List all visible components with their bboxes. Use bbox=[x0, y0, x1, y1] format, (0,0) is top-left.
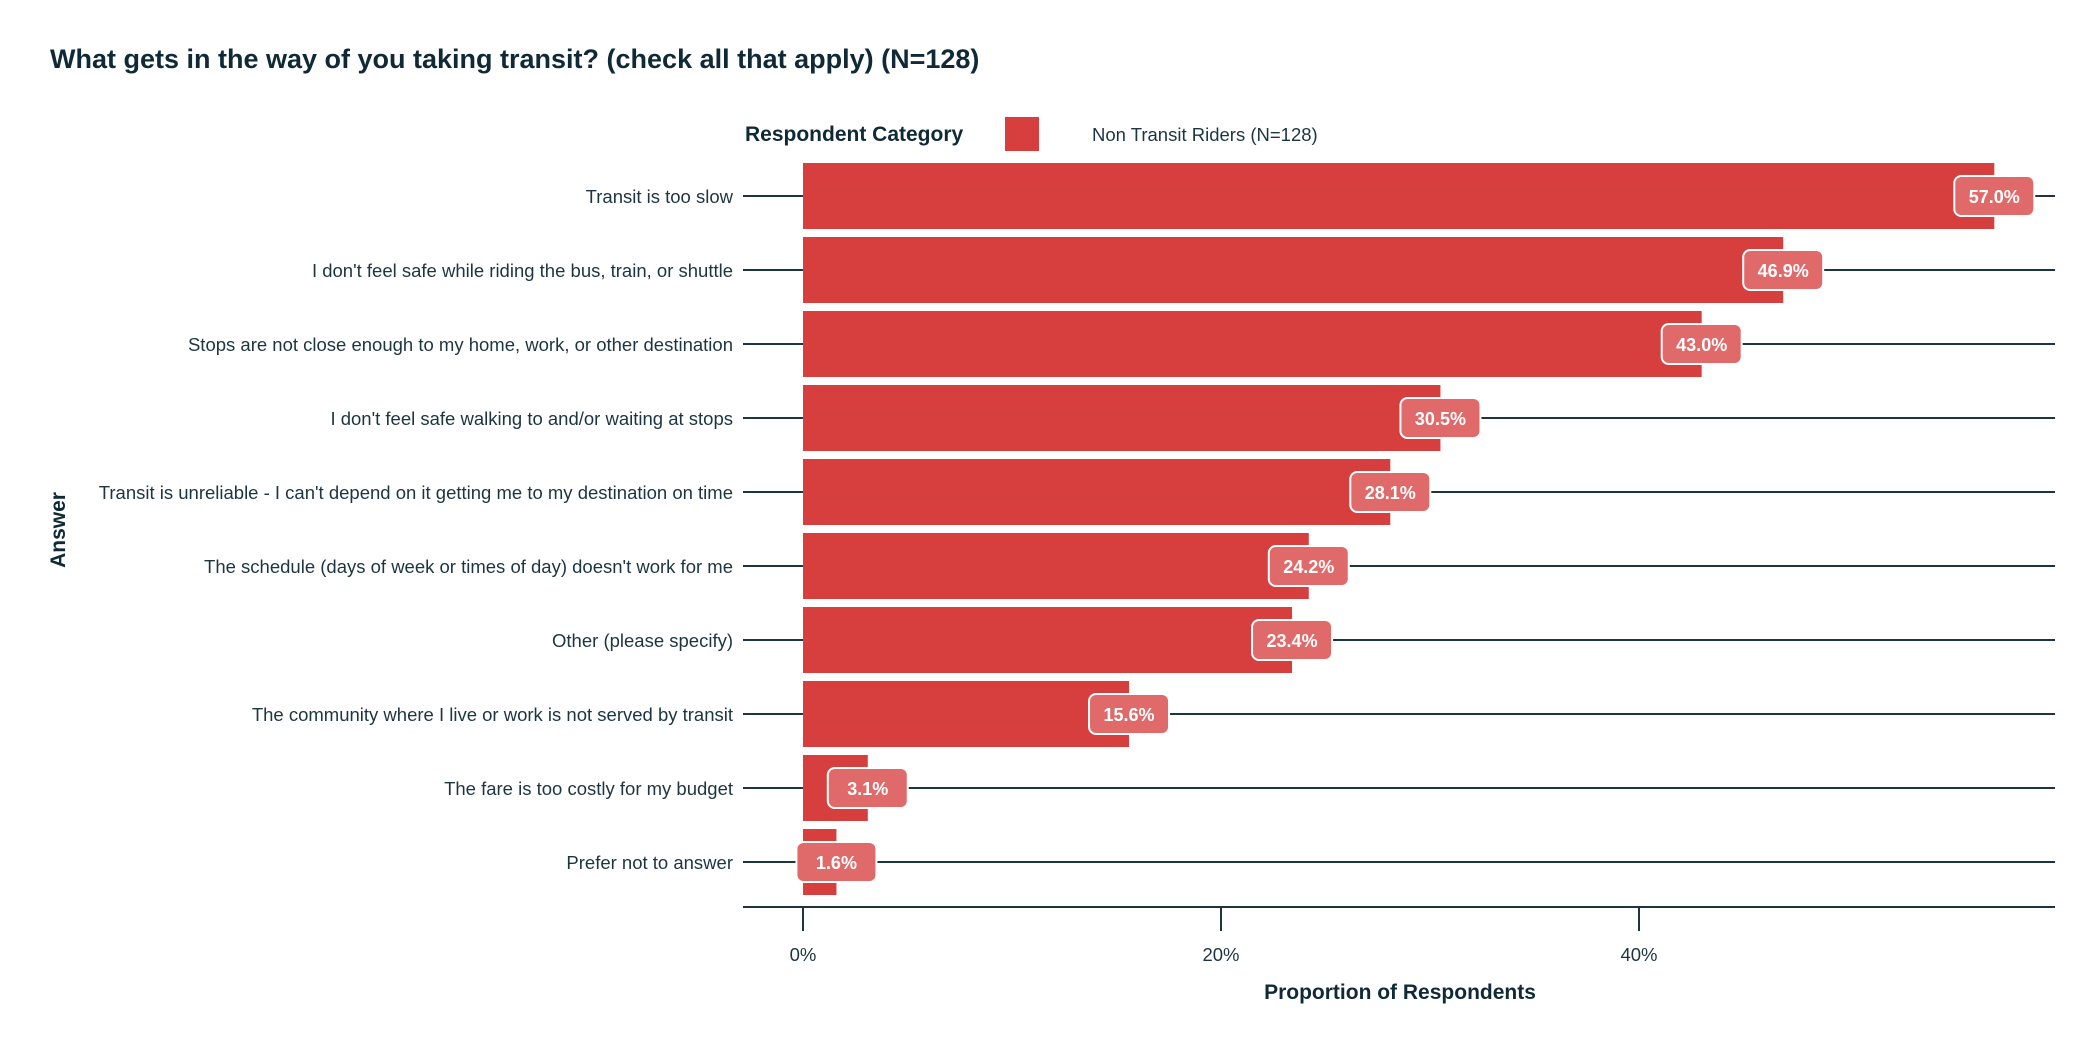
bar-row: Prefer not to answer 1.6% bbox=[566, 829, 2055, 895]
bar bbox=[803, 533, 1309, 599]
data-label: 43.0% bbox=[1676, 335, 1727, 355]
category-label: I don't feel safe while riding the bus, … bbox=[312, 260, 733, 281]
data-label: 57.0% bbox=[1969, 187, 2020, 207]
data-label: 30.5% bbox=[1415, 409, 1466, 429]
bar bbox=[803, 607, 1293, 673]
data-label-box bbox=[1349, 471, 1432, 513]
legend: Respondent Category Non Transit Riders (… bbox=[745, 117, 1318, 151]
bar-row: Other (please specify) 23.4% bbox=[552, 607, 2055, 673]
bar-row: I don't feel safe while riding the bus, … bbox=[312, 237, 2055, 303]
data-label-box bbox=[795, 841, 878, 883]
data-label-box bbox=[1742, 249, 1825, 291]
data-label-box bbox=[1953, 175, 2036, 217]
bar bbox=[803, 385, 1441, 451]
x-tick-label: 20% bbox=[1202, 944, 1239, 965]
bar bbox=[803, 163, 1995, 229]
category-label: The fare is too costly for my budget bbox=[444, 778, 733, 799]
legend-title: Respondent Category bbox=[745, 123, 964, 146]
category-label: Transit is too slow bbox=[586, 186, 734, 207]
category-label: The community where I live or work is no… bbox=[252, 704, 733, 725]
bar-row: Stops are not close enough to my home, w… bbox=[188, 311, 2055, 377]
category-label: The schedule (days of week or times of d… bbox=[204, 556, 733, 577]
x-axis-title: Proportion of Respondents bbox=[1264, 981, 1536, 1004]
y-axis-title: Answer bbox=[47, 492, 70, 568]
category-label: Stops are not close enough to my home, w… bbox=[188, 334, 733, 355]
data-label: 1.6% bbox=[816, 853, 857, 873]
legend-entry: Non Transit Riders (N=128) bbox=[1092, 124, 1318, 145]
data-label-box bbox=[1399, 397, 1482, 439]
category-label: I don't feel safe walking to and/or wait… bbox=[330, 408, 733, 429]
chart-title: What gets in the way of you taking trans… bbox=[50, 44, 980, 74]
bar bbox=[803, 681, 1130, 747]
x-tick-label: 40% bbox=[1620, 944, 1657, 965]
bar-row: Transit is unreliable - I can't depend o… bbox=[99, 459, 2055, 525]
data-label-box bbox=[1088, 693, 1171, 735]
x-tick-label: 0% bbox=[790, 944, 817, 965]
category-label: Other (please specify) bbox=[552, 630, 733, 651]
x-axis: 0% 20% 40% bbox=[743, 906, 2055, 965]
bar-row: The community where I live or work is no… bbox=[252, 681, 2055, 747]
chart-rows: Transit is too slow 57.0% I don't feel saf… bbox=[99, 163, 2055, 895]
bar-row: The fare is too costly for my budget 3.1% bbox=[444, 755, 2055, 821]
bar-row: I don't feel safe walking to and/or wait… bbox=[330, 385, 2055, 451]
data-label-box bbox=[1251, 619, 1334, 661]
category-label: Prefer not to answer bbox=[566, 852, 733, 873]
data-label: 3.1% bbox=[847, 779, 888, 799]
data-label: 28.1% bbox=[1365, 483, 1416, 503]
bar bbox=[803, 459, 1391, 525]
bar-row: The schedule (days of week or times of d… bbox=[204, 533, 2055, 599]
data-label: 23.4% bbox=[1267, 631, 1318, 651]
data-label-box bbox=[1267, 545, 1350, 587]
data-label-box bbox=[826, 767, 909, 809]
bar-row: Transit is too slow 57.0% bbox=[586, 163, 2055, 229]
category-label: Transit is unreliable - I can't depend o… bbox=[99, 482, 733, 503]
data-label: 24.2% bbox=[1283, 557, 1334, 577]
data-label-box bbox=[1660, 323, 1743, 365]
data-label: 46.9% bbox=[1758, 261, 1809, 281]
data-label: 15.6% bbox=[1104, 705, 1155, 725]
bar bbox=[803, 311, 1702, 377]
bar bbox=[803, 237, 1784, 303]
legend-swatch bbox=[1005, 117, 1039, 151]
